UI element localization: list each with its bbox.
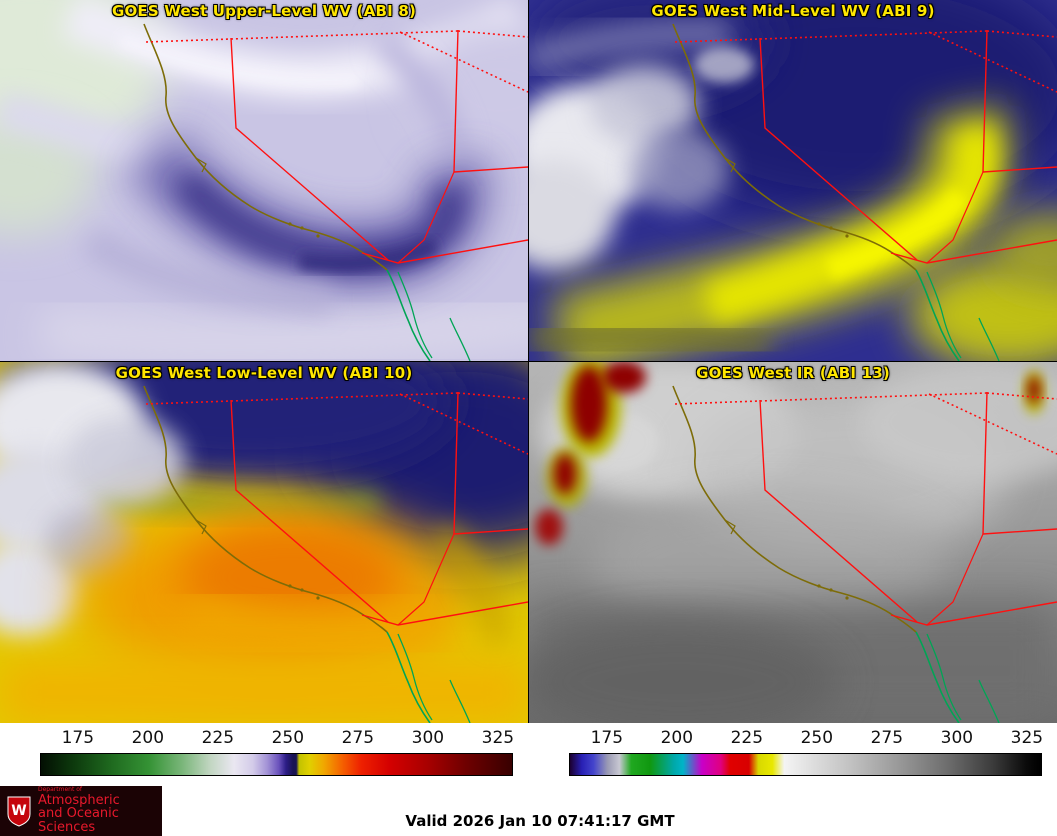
tick-label: 200 [660,728,694,748]
satellite-image-low-wv [0,362,528,723]
satellite-image-upper-wv [0,0,528,361]
logo-line1: Atmospheric [38,792,120,808]
satellite-image-mid-wv [529,0,1057,361]
panel-ir: GOES West IR (ABI 13) [529,362,1057,723]
colorbar-ir-ticks: 175 200 225 250 275 300 325 [569,728,1044,751]
tick-label: 300 [940,728,974,748]
panel-title-mid-wv: GOES West Mid-Level WV (ABI 9) [651,2,935,20]
crest-letter: W [11,803,26,819]
satellite-image-ir [529,362,1057,723]
logo-dept-small: Department of [38,786,82,794]
colorbar-row: 175 200 225 250 275 300 325 175 200 225 … [0,723,1057,786]
tick-label: 250 [271,728,305,748]
tick-label: 225 [730,728,764,748]
panel-title-ir: GOES West IR (ABI 13) [696,364,890,382]
colorbar-ir: 175 200 225 250 275 300 325 [529,723,1057,786]
panel-upper-wv: GOES West Upper-Level WV (ABI 8) [0,0,528,361]
uw-aos-logo: W Department of Atmospheric and Oceanic … [0,786,162,836]
panel-title-upper-wv: GOES West Upper-Level WV (ABI 8) [111,2,417,20]
panel-low-wv: GOES West Low-Level WV (ABI 10) [0,362,528,723]
panel-title-low-wv: GOES West Low-Level WV (ABI 10) [115,364,413,382]
tick-label: 250 [800,728,834,748]
tick-label: 325 [1010,728,1044,748]
tick-label: 225 [201,728,235,748]
colorbar-wv-gradient [40,753,513,776]
uw-crest-icon: W [7,796,31,827]
colorbar-wv: 175 200 225 250 275 300 325 [0,723,528,786]
tick-label: 275 [341,728,375,748]
panel-mid-wv: GOES West Mid-Level WV (ABI 9) [529,0,1057,361]
tick-label: 325 [481,728,515,748]
tick-label: 175 [61,728,95,748]
tick-label: 300 [411,728,445,748]
logo-text: Department of Atmospheric and Oceanic Sc… [38,786,162,835]
tick-label: 175 [590,728,624,748]
footer: W Department of Atmospheric and Oceanic … [0,786,1057,836]
colorbar-wv-ticks: 175 200 225 250 275 300 325 [40,728,515,751]
tick-label: 200 [131,728,165,748]
tick-label: 275 [870,728,904,748]
logo-line2: and Oceanic Sciences [38,806,119,835]
colorbar-ir-gradient [569,753,1042,776]
valid-time-text: Valid 2026 Jan 10 07:41:17 GMT [405,812,675,830]
panel-grid: GOES West Upper-Level WV (ABI 8) [0,0,1057,723]
